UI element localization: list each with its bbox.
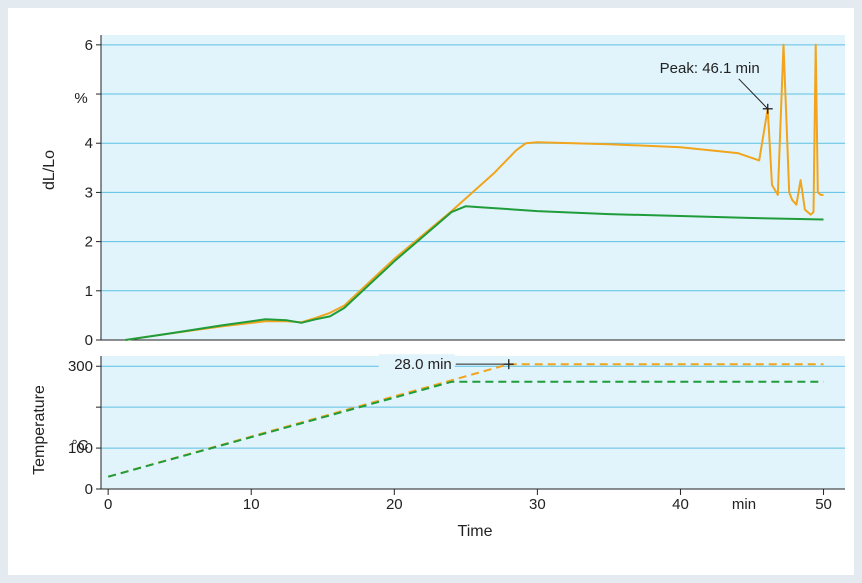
top-y-tick-label: 3: [85, 184, 93, 201]
bottom-y-unit-label: °C: [72, 437, 89, 454]
peak-leader-line: [738, 78, 769, 110]
x-tick-label: 30: [529, 496, 546, 513]
x-tick-label: 0: [104, 496, 112, 513]
chart-frame: 0 1 2 3 4 6 0 100 300 0 10 20 30 40 50 dL/Lo % Temper…: [8, 8, 854, 575]
bottom-plot-background: [101, 356, 845, 489]
bottom-series-line-2: [107, 380, 824, 478]
peak-annotation: Peak: 46.1 min: [660, 60, 773, 114]
top-plot-panel: 0 1 2 3 4 6: [85, 35, 845, 349]
x-axis-label: Time: [458, 523, 493, 540]
top-series-line-2: [125, 205, 824, 341]
x-tick-label: 50: [815, 496, 832, 513]
top-y-tick-label: 6: [85, 37, 93, 54]
peak-annotation-label: Peak: 46.1 min: [660, 60, 760, 77]
top-plot-background: [101, 35, 845, 340]
x-tick-label: 10: [243, 496, 260, 513]
top-y-axis-label: dL/Lo: [41, 150, 58, 190]
chart-svg: 0 1 2 3 4 6 0 100 300 0 10 20 30 40 50 dL/Lo % Temper…: [31, 35, 845, 540]
bottom-y-tick-label: 0: [85, 481, 93, 498]
x-unit-label: min: [732, 496, 756, 513]
top-y-tick-label: 0: [85, 332, 93, 349]
time-annotation: 28.0 min: [378, 354, 514, 375]
time-annotation-bg: [378, 354, 455, 375]
x-tick-label: 40: [672, 496, 689, 513]
bottom-y-axis-label: Temperature: [31, 385, 48, 475]
top-y-unit-label: %: [74, 90, 87, 107]
bottom-y-tick-label: 100: [68, 440, 93, 457]
top-y-tick-label: 2: [85, 234, 93, 251]
x-tick-label: 20: [386, 496, 403, 513]
bottom-plot-panel: 0 100 300 0 10 20 30 40 50: [68, 356, 845, 513]
top-y-tick-label: 4: [85, 135, 93, 152]
time-annotation-label: 28.0 min: [394, 356, 452, 373]
bottom-y-tick-label: 300: [68, 358, 93, 375]
top-y-tick-label: 1: [85, 283, 93, 300]
